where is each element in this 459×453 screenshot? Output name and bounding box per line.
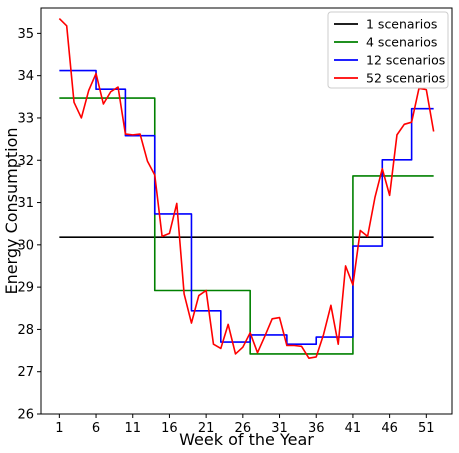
x-tick-label: 46 xyxy=(381,421,398,436)
x-tick-label: 16 xyxy=(161,421,178,436)
legend-label: 1 scenarios xyxy=(366,17,437,32)
y-tick-label: 31 xyxy=(17,196,34,211)
y-axis-label: Energy Consumption xyxy=(2,127,21,294)
legend-label: 52 scenarios xyxy=(366,71,445,86)
legend-box xyxy=(327,11,449,89)
legend-label: 12 scenarios xyxy=(366,53,445,68)
x-tick-label: 26 xyxy=(235,421,252,436)
y-tick-label: 26 xyxy=(17,408,34,423)
legend: 1 scenarios 4 scenarios 12 scenarios 52 sce… xyxy=(327,11,449,89)
x-tick-label: 6 xyxy=(92,421,100,436)
series-line-52-scenarios xyxy=(58,17,435,359)
y-tick-label: 29 xyxy=(17,281,34,296)
x-axis-label: Week of the Year xyxy=(179,430,314,449)
y-tick-label: 35 xyxy=(17,27,34,42)
y-tick-label: 34 xyxy=(17,69,34,84)
y-tick-label: 28 xyxy=(17,323,34,338)
x-tick-label: 31 xyxy=(271,421,288,436)
series-line-12-scenarios xyxy=(59,69,434,346)
x-tick-label: 36 xyxy=(308,421,325,436)
x-tick-label: 1 xyxy=(55,421,63,436)
x-tick-label: 11 xyxy=(124,421,141,436)
x-tick-label: 51 xyxy=(418,421,435,436)
y-tick-label: 30 xyxy=(17,238,34,253)
y-tick-label: 32 xyxy=(17,154,34,169)
series-layer xyxy=(58,17,435,359)
y-tick-label: 27 xyxy=(17,365,34,380)
x-tick-label: 41 xyxy=(345,421,362,436)
x-tick-label: 21 xyxy=(198,421,215,436)
legend-label: 4 scenarios xyxy=(366,35,437,50)
y-tick-label: 33 xyxy=(17,111,34,126)
